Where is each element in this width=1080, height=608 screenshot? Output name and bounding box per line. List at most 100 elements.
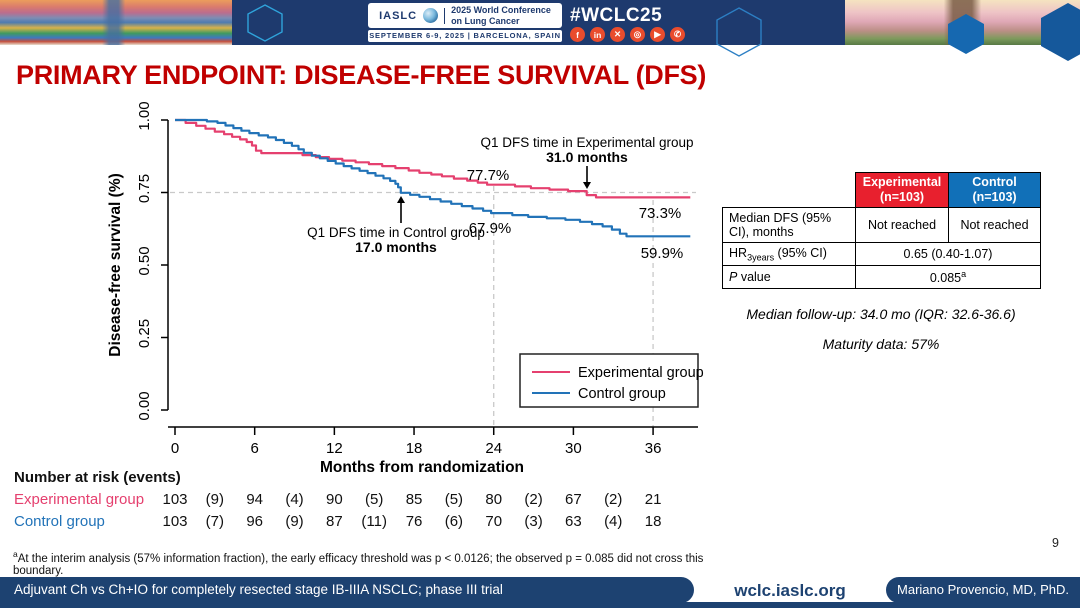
footnote-text: At the interim analysis (57% information… [13,552,704,577]
risk-value: (9) [285,513,304,530]
svg-text:31.0 months: 31.0 months [546,149,628,165]
risk-value: (6) [444,513,464,530]
hr-label: HR3years (95% CI) [722,242,856,266]
median-followup-note: Median follow-up: 34.0 mo (IQR: 32.6-36.… [746,306,1016,322]
svg-text:Control group: Control group [578,386,666,402]
svg-text:0.00: 0.00 [136,391,153,420]
social-icons-row: f in ✕ ◎ ▶ ✆ [570,27,685,42]
svg-text:0.50: 0.50 [136,246,153,275]
risk-table-heading: Number at risk (events) [14,469,181,486]
risk-value: (5) [365,491,384,508]
risk-value: 94 [246,491,264,508]
conference-name: 2025 World Conference on Lung Cancer [451,5,551,26]
svg-text:77.7%: 77.7% [467,167,510,184]
svg-text:36: 36 [645,440,662,457]
p-value-number: 0.085 [929,271,962,286]
svg-text:Months from randomization: Months from randomization [320,459,524,476]
risk-value: (11) [361,513,387,530]
svg-text:67.9%: 67.9% [469,220,512,237]
slide-title: PRIMARY ENDPOINT: DISEASE-FREE SURVIVAL … [16,60,707,90]
wechat-icon[interactable]: ✆ [670,27,685,42]
facebook-icon[interactable]: f [570,27,585,42]
hr-value: 0.65 (0.40-1.07) [855,242,1041,266]
youtube-icon[interactable]: ▶ [650,27,665,42]
svg-text:6: 6 [251,440,259,457]
results-header-control: Control (n=103) [948,172,1041,208]
risk-value: 63 [565,513,582,530]
results-header-experimental: Experimental (n=103) [855,172,949,208]
risk-row: Control group 103 (7) 96 (9) 87 (11) 76 (6) 70 (3)… [0,513,720,531]
svg-text:Q1 DFS time in Experimental gr: Q1 DFS time in Experimental group [480,135,693,150]
risk-value: 103 [162,491,188,508]
risk-value: (4) [604,513,623,530]
globe-logo-icon [423,8,439,23]
km-dfs-chart: 0.00 0.25 0.50 0.75 1.00 0 6 12 18 24 30 36 Months f… [100,100,712,480]
risk-value: (9) [205,491,224,508]
risk-value: 87 [326,513,343,530]
svg-text:1.00: 1.00 [136,101,153,130]
risk-value: (2) [524,491,543,508]
x-twitter-icon[interactable]: ✕ [610,27,625,42]
svg-text:24: 24 [485,440,502,457]
footer-trial-description: Adjuvant Ch vs Ch+IO for completely rese… [0,577,694,603]
control-header-line2: (n=103) [972,190,1017,204]
risk-value: (3) [524,513,543,530]
conference-name-line1: 2025 World Conference [451,5,551,16]
hexagon-outline-decoration [716,7,762,57]
svg-text:59.9%: 59.9% [641,245,684,262]
logo-divider [444,7,446,24]
conference-banner: IASLC 2025 World Conference on Lung Canc… [0,0,1080,61]
p-value-superscript: a [961,268,967,279]
risk-value: 67 [565,491,582,508]
iaslc-wclc-logo: IASLC 2025 World Conference on Lung Canc… [368,3,562,28]
p-value: 0.085a [855,265,1041,289]
risk-value: 70 [485,513,503,530]
risk-value: 18 [644,513,662,530]
risk-value: 96 [246,513,264,530]
maturity-note: Maturity data: 57% [822,336,940,352]
hr-label-suffix: (95% CI) [774,245,827,260]
experimental-header-line1: Experimental [862,175,942,189]
svg-text:Experimental group: Experimental group [578,365,704,381]
risk-value: 80 [485,491,503,508]
svg-text:17.0 months: 17.0 months [355,239,437,255]
risk-value: 103 [162,513,188,530]
risk-value: 85 [405,491,423,508]
barcelona-parkguell-photo [0,0,232,45]
hashtag-wclc25: #WCLC25 [570,5,663,26]
interim-analysis-footnote: aAt the interim analysis (57% informatio… [13,549,723,577]
linkedin-icon[interactable]: in [590,27,605,42]
risk-value: (4) [285,491,304,508]
risk-value: (2) [604,491,623,508]
p-label-italic: P [729,270,738,284]
svg-text:0: 0 [171,440,179,457]
svg-text:12: 12 [326,440,343,457]
experimental-header-line2: (n=103) [879,190,925,204]
hexagon-filled-decoration [1041,3,1080,61]
conference-name-line2: on Lung Cancer [451,15,520,26]
svg-text:Q1 DFS time in Control group: Q1 DFS time in Control group [307,225,485,240]
control-header-line1: Control [972,175,1017,189]
footer-presenter-name: Mariano Provencio, MD, PhD. [886,577,1080,603]
risk-value: 90 [326,491,343,508]
risk-value: (7) [205,513,224,530]
svg-text:30: 30 [565,440,582,457]
svg-text:0.75: 0.75 [136,174,153,203]
risk-row: Experimental group 103 (9) 94 (4) 90 (5) 85 (5) 8… [0,491,720,509]
hexagon-filled-decoration [948,14,984,54]
hr-label-subscript: 3years [747,252,775,263]
risk-value: 76 [405,513,423,530]
median-dfs-experimental: Not reached [855,207,949,243]
results-table-empty-cell [723,173,856,208]
risk-value: (5) [444,491,464,508]
footnote-superscript: a [13,549,18,559]
instagram-icon[interactable]: ◎ [630,27,645,42]
svg-text:0.25: 0.25 [136,319,153,348]
svg-text:Disease-free survival (%): Disease-free survival (%) [107,173,124,357]
median-dfs-control: Not reached [948,207,1041,243]
km-chart-svg: 0.00 0.25 0.50 0.75 1.00 0 6 12 18 24 30 36 Months f… [107,101,704,476]
p-value-label: P value [722,265,856,289]
page-number: 9 [1052,536,1059,550]
footer-website-link[interactable]: wclc.iaslc.org [734,581,846,600]
svg-text:18: 18 [406,440,423,457]
